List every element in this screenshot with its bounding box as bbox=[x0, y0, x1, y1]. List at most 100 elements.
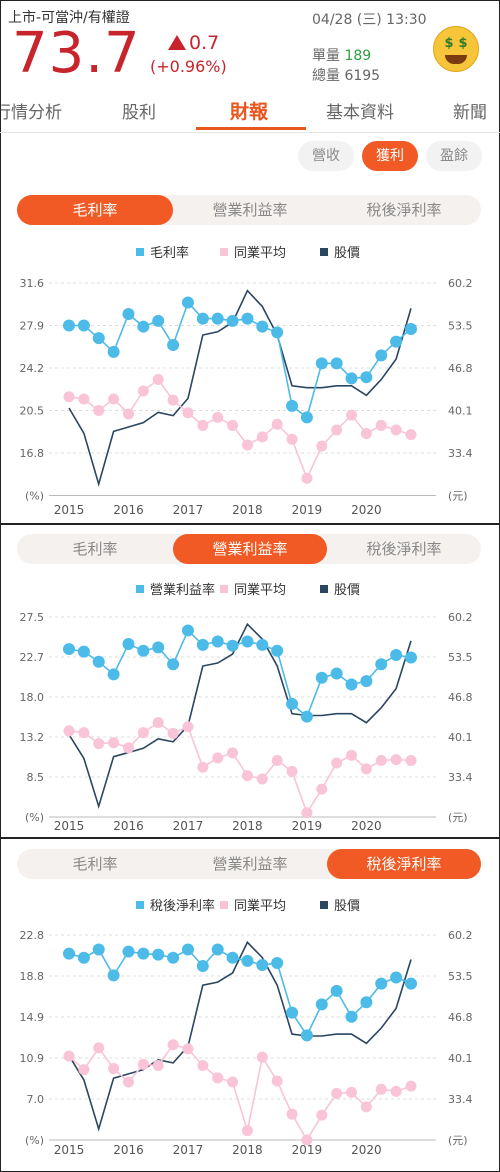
subtab-profit[interactable]: 獲利 bbox=[362, 141, 418, 171]
tab-financials[interactable]: 財報 bbox=[230, 101, 269, 123]
metric-point bbox=[152, 641, 165, 654]
single-volume-value: 189 bbox=[344, 48, 372, 64]
industry-average-point bbox=[256, 1051, 268, 1063]
industry-average-point bbox=[241, 439, 253, 451]
industry-average-point bbox=[241, 770, 253, 782]
section-divider bbox=[0, 523, 500, 525]
industry-average-point bbox=[212, 1072, 224, 1084]
industry-average-point bbox=[316, 1109, 328, 1121]
y2-tick-label: 33.4 bbox=[448, 447, 473, 460]
y-tick-label: 16.8 bbox=[20, 447, 45, 460]
industry-average-point bbox=[63, 391, 75, 403]
metric-point bbox=[92, 655, 105, 668]
x-tick-label: 2018 bbox=[232, 503, 263, 517]
y2-tick-label: 33.4 bbox=[448, 1093, 473, 1106]
y2-tick-label: 53.5 bbox=[448, 651, 473, 664]
net-margin-chart: 稅後淨利率 同業平均 股價 22.8 60.2 18.8 53.5 14.9 46.8 10.9 4… bbox=[20, 898, 473, 1157]
industry-average-point bbox=[182, 407, 194, 419]
industry-average-point bbox=[78, 1064, 90, 1076]
single-volume-label: 單量 bbox=[312, 48, 340, 64]
metric-point bbox=[360, 371, 373, 384]
metric-point bbox=[256, 638, 269, 651]
industry-average-point bbox=[108, 1063, 120, 1075]
y-tick-label: 8.5 bbox=[27, 771, 45, 784]
metric-point bbox=[167, 339, 180, 352]
metric-point bbox=[63, 319, 75, 332]
industry-average-point bbox=[375, 1083, 387, 1095]
metric-point bbox=[405, 651, 417, 664]
y2-tick-label: 40.1 bbox=[448, 1052, 473, 1065]
metric-point bbox=[315, 998, 328, 1011]
metric-point bbox=[137, 320, 150, 333]
industry-average-point bbox=[152, 716, 164, 728]
metric-point bbox=[107, 345, 120, 358]
stock-price-line bbox=[68, 289, 412, 487]
industry-average-line bbox=[68, 1043, 412, 1142]
x-tick-label: 2016 bbox=[113, 819, 144, 833]
metric-point bbox=[137, 947, 150, 960]
segment-net-margin[interactable]: 稅後淨利率 bbox=[327, 849, 481, 879]
active-tab-indicator bbox=[196, 127, 306, 130]
legend-label: 毛利率 bbox=[150, 245, 189, 261]
subtab-revenue[interactable]: 營收 bbox=[298, 141, 354, 171]
stock-price: 73.7 bbox=[12, 21, 141, 86]
metric-point bbox=[122, 638, 135, 651]
industry-average-point bbox=[212, 411, 224, 423]
metric-point bbox=[375, 658, 388, 671]
segment-operating-margin[interactable]: 營業利益率 bbox=[212, 201, 288, 219]
metric-point bbox=[92, 332, 105, 345]
industry-average-point bbox=[122, 742, 134, 754]
segment-operating-margin[interactable]: 營業利益率 bbox=[212, 855, 288, 873]
market-label: 上市-可當沖/有權證 bbox=[8, 10, 130, 26]
y2-tick-label: 46.8 bbox=[448, 1011, 473, 1024]
y2-tick-label: 60.2 bbox=[448, 277, 473, 290]
tab-basic-info[interactable]: 基本資料 bbox=[326, 103, 394, 123]
y-tick-label: 27.9 bbox=[20, 320, 45, 333]
y2-tick-label: (元) bbox=[448, 490, 468, 503]
money-face-emoji-icon[interactable]: $ $ bbox=[433, 26, 479, 72]
legend-label: 股價 bbox=[334, 899, 360, 914]
segment-gross-margin[interactable]: 毛利率 bbox=[72, 855, 118, 873]
segment-net-margin[interactable]: 稅後淨利率 bbox=[366, 201, 442, 219]
tab-dividend[interactable]: 股利 bbox=[122, 103, 156, 123]
metric-point bbox=[360, 675, 373, 688]
legend-label: 稅後淨利率 bbox=[150, 898, 215, 914]
metric-point bbox=[271, 956, 284, 969]
y2-tick-label: 60.2 bbox=[448, 929, 473, 942]
y2-tick-label: 46.8 bbox=[448, 691, 473, 704]
total-volume-label: 總量 bbox=[312, 68, 340, 84]
price-change: 0.7 bbox=[168, 32, 219, 54]
metric-segment-control: 毛利率 營業利益率 稅後淨利率 bbox=[17, 534, 481, 564]
industry-average-point bbox=[182, 1043, 194, 1055]
industry-average-point bbox=[375, 419, 387, 431]
x-tick-label: 2017 bbox=[173, 503, 204, 517]
metric-point bbox=[345, 372, 358, 385]
y-tick-label: 22.7 bbox=[20, 651, 45, 664]
operating-margin-chart: 營業利益率 同業平均 股價 27.5 60.2 22.7 53.5 18.0 46.8 13.2 4… bbox=[20, 582, 473, 833]
industry-average-point bbox=[197, 1059, 209, 1071]
segment-gross-margin[interactable]: 毛利率 bbox=[72, 540, 118, 558]
metric-point bbox=[77, 951, 90, 964]
metric-point bbox=[256, 959, 269, 972]
segment-gross-margin[interactable]: 毛利率 bbox=[17, 195, 173, 225]
main-tabs: 行情分析 股利 財報 基本資料 新聞 bbox=[0, 90, 500, 133]
segment-net-margin[interactable]: 稅後淨利率 bbox=[366, 540, 442, 558]
segment-operating-margin[interactable]: 營業利益率 bbox=[173, 534, 327, 564]
industry-average-point bbox=[331, 1087, 343, 1099]
industry-average-point bbox=[152, 373, 164, 385]
x-tick-label: 2016 bbox=[113, 1143, 144, 1157]
total-volume-value: 6195 bbox=[344, 68, 381, 84]
metric-point bbox=[360, 996, 373, 1009]
tab-market-analysis[interactable]: 行情分析 bbox=[0, 103, 62, 123]
metric-line bbox=[68, 948, 412, 1038]
subtab-earnings[interactable]: 盈餘 bbox=[426, 141, 482, 171]
metric-point bbox=[211, 943, 224, 956]
industry-average-point bbox=[93, 738, 105, 750]
metric-point bbox=[375, 349, 388, 362]
industry-average-point bbox=[346, 409, 358, 421]
industry-average-point bbox=[63, 725, 75, 737]
tab-news[interactable]: 新聞 bbox=[453, 103, 487, 123]
y-tick-label: (%) bbox=[25, 1134, 44, 1147]
metric-point bbox=[196, 960, 209, 973]
industry-average-point bbox=[301, 472, 313, 484]
